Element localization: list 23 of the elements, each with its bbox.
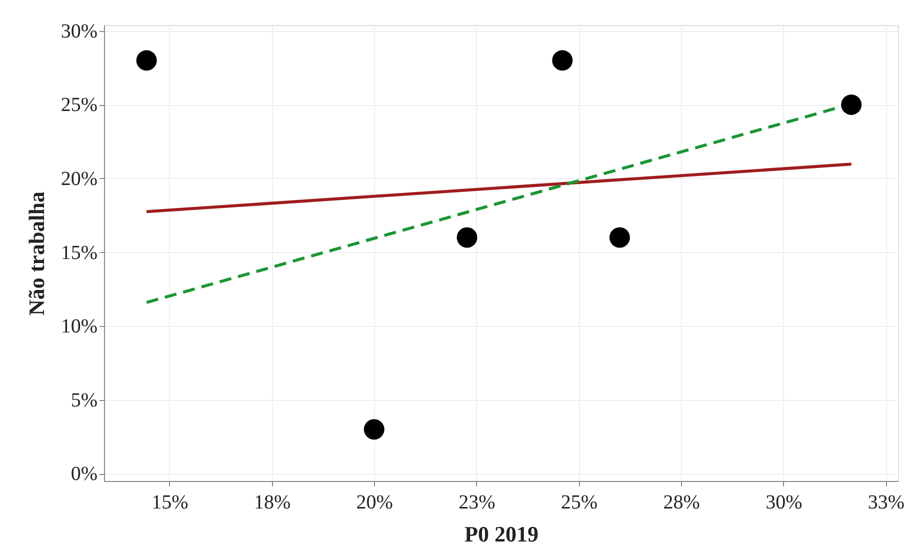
point <box>552 50 573 71</box>
x-tick-label: 25% <box>560 492 598 514</box>
point <box>609 227 630 248</box>
y-tick-label: 25% <box>60 94 98 116</box>
point <box>136 50 157 71</box>
x-tick-label: 18% <box>254 492 291 514</box>
point <box>456 227 478 248</box>
y-axis-title: Não trabalha <box>24 191 49 316</box>
x-tick-label: 28% <box>663 492 700 514</box>
x-axis-title: P0 2019 <box>464 522 538 546</box>
x-tick-label: 30% <box>766 492 802 514</box>
point <box>841 94 862 115</box>
y-tick-label: 30% <box>60 20 98 42</box>
x-tick-label: 15% <box>152 492 188 514</box>
x-tick-label: 23% <box>458 492 496 514</box>
y-tick-label: 15% <box>60 242 98 264</box>
y-tick-label: 0% <box>70 463 98 486</box>
y-tick-label: 10% <box>60 316 98 338</box>
x-tick-label: 20% <box>356 492 393 514</box>
y-tick-label: 20% <box>60 168 98 190</box>
x-tick-label: 33% <box>868 492 905 514</box>
y-tick-label: 5% <box>70 389 98 412</box>
point <box>364 419 384 440</box>
